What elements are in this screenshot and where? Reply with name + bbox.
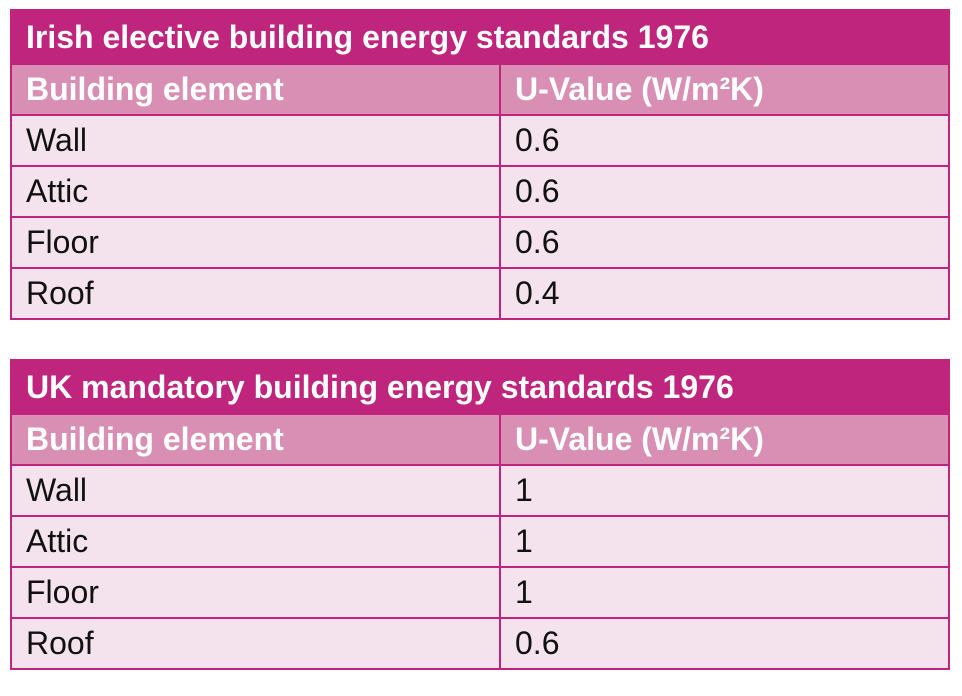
cell: Roof bbox=[10, 617, 501, 670]
table-row: Floor 1 bbox=[10, 566, 950, 619]
cell: Attic bbox=[10, 165, 501, 218]
uk-standards-table: UK mandatory building energy standards 1… bbox=[10, 359, 950, 670]
cell: Wall bbox=[10, 464, 501, 517]
cell: 1 bbox=[499, 515, 950, 568]
cell: 1 bbox=[499, 464, 950, 517]
table-row: Wall 1 bbox=[10, 464, 950, 517]
table-row: Wall 0.6 bbox=[10, 114, 950, 167]
table-row: Attic 0.6 bbox=[10, 165, 950, 218]
column-header: Building element bbox=[10, 413, 501, 466]
irish-standards-table: Irish elective building energy standards… bbox=[10, 9, 950, 320]
column-header: Building element bbox=[10, 63, 501, 116]
column-header: U-Value (W/m²K) bbox=[499, 413, 950, 466]
cell: Floor bbox=[10, 216, 501, 269]
cell: Roof bbox=[10, 267, 501, 320]
cell: 0.6 bbox=[499, 216, 950, 269]
table-title: Irish elective building energy standards… bbox=[10, 9, 950, 65]
table-row: Floor 0.6 bbox=[10, 216, 950, 269]
table-title: UK mandatory building energy standards 1… bbox=[10, 359, 950, 415]
cell: Wall bbox=[10, 114, 501, 167]
column-header: U-Value (W/m²K) bbox=[499, 63, 950, 116]
table-row: Roof 0.6 bbox=[10, 617, 950, 670]
cell: 0.4 bbox=[499, 267, 950, 320]
cell: 0.6 bbox=[499, 114, 950, 167]
cell: 0.6 bbox=[499, 165, 950, 218]
table-row: Attic 1 bbox=[10, 515, 950, 568]
cell: Attic bbox=[10, 515, 501, 568]
cell: 1 bbox=[499, 566, 950, 619]
table-row: Roof 0.4 bbox=[10, 267, 950, 320]
cell: Floor bbox=[10, 566, 501, 619]
cell: 0.6 bbox=[499, 617, 950, 670]
